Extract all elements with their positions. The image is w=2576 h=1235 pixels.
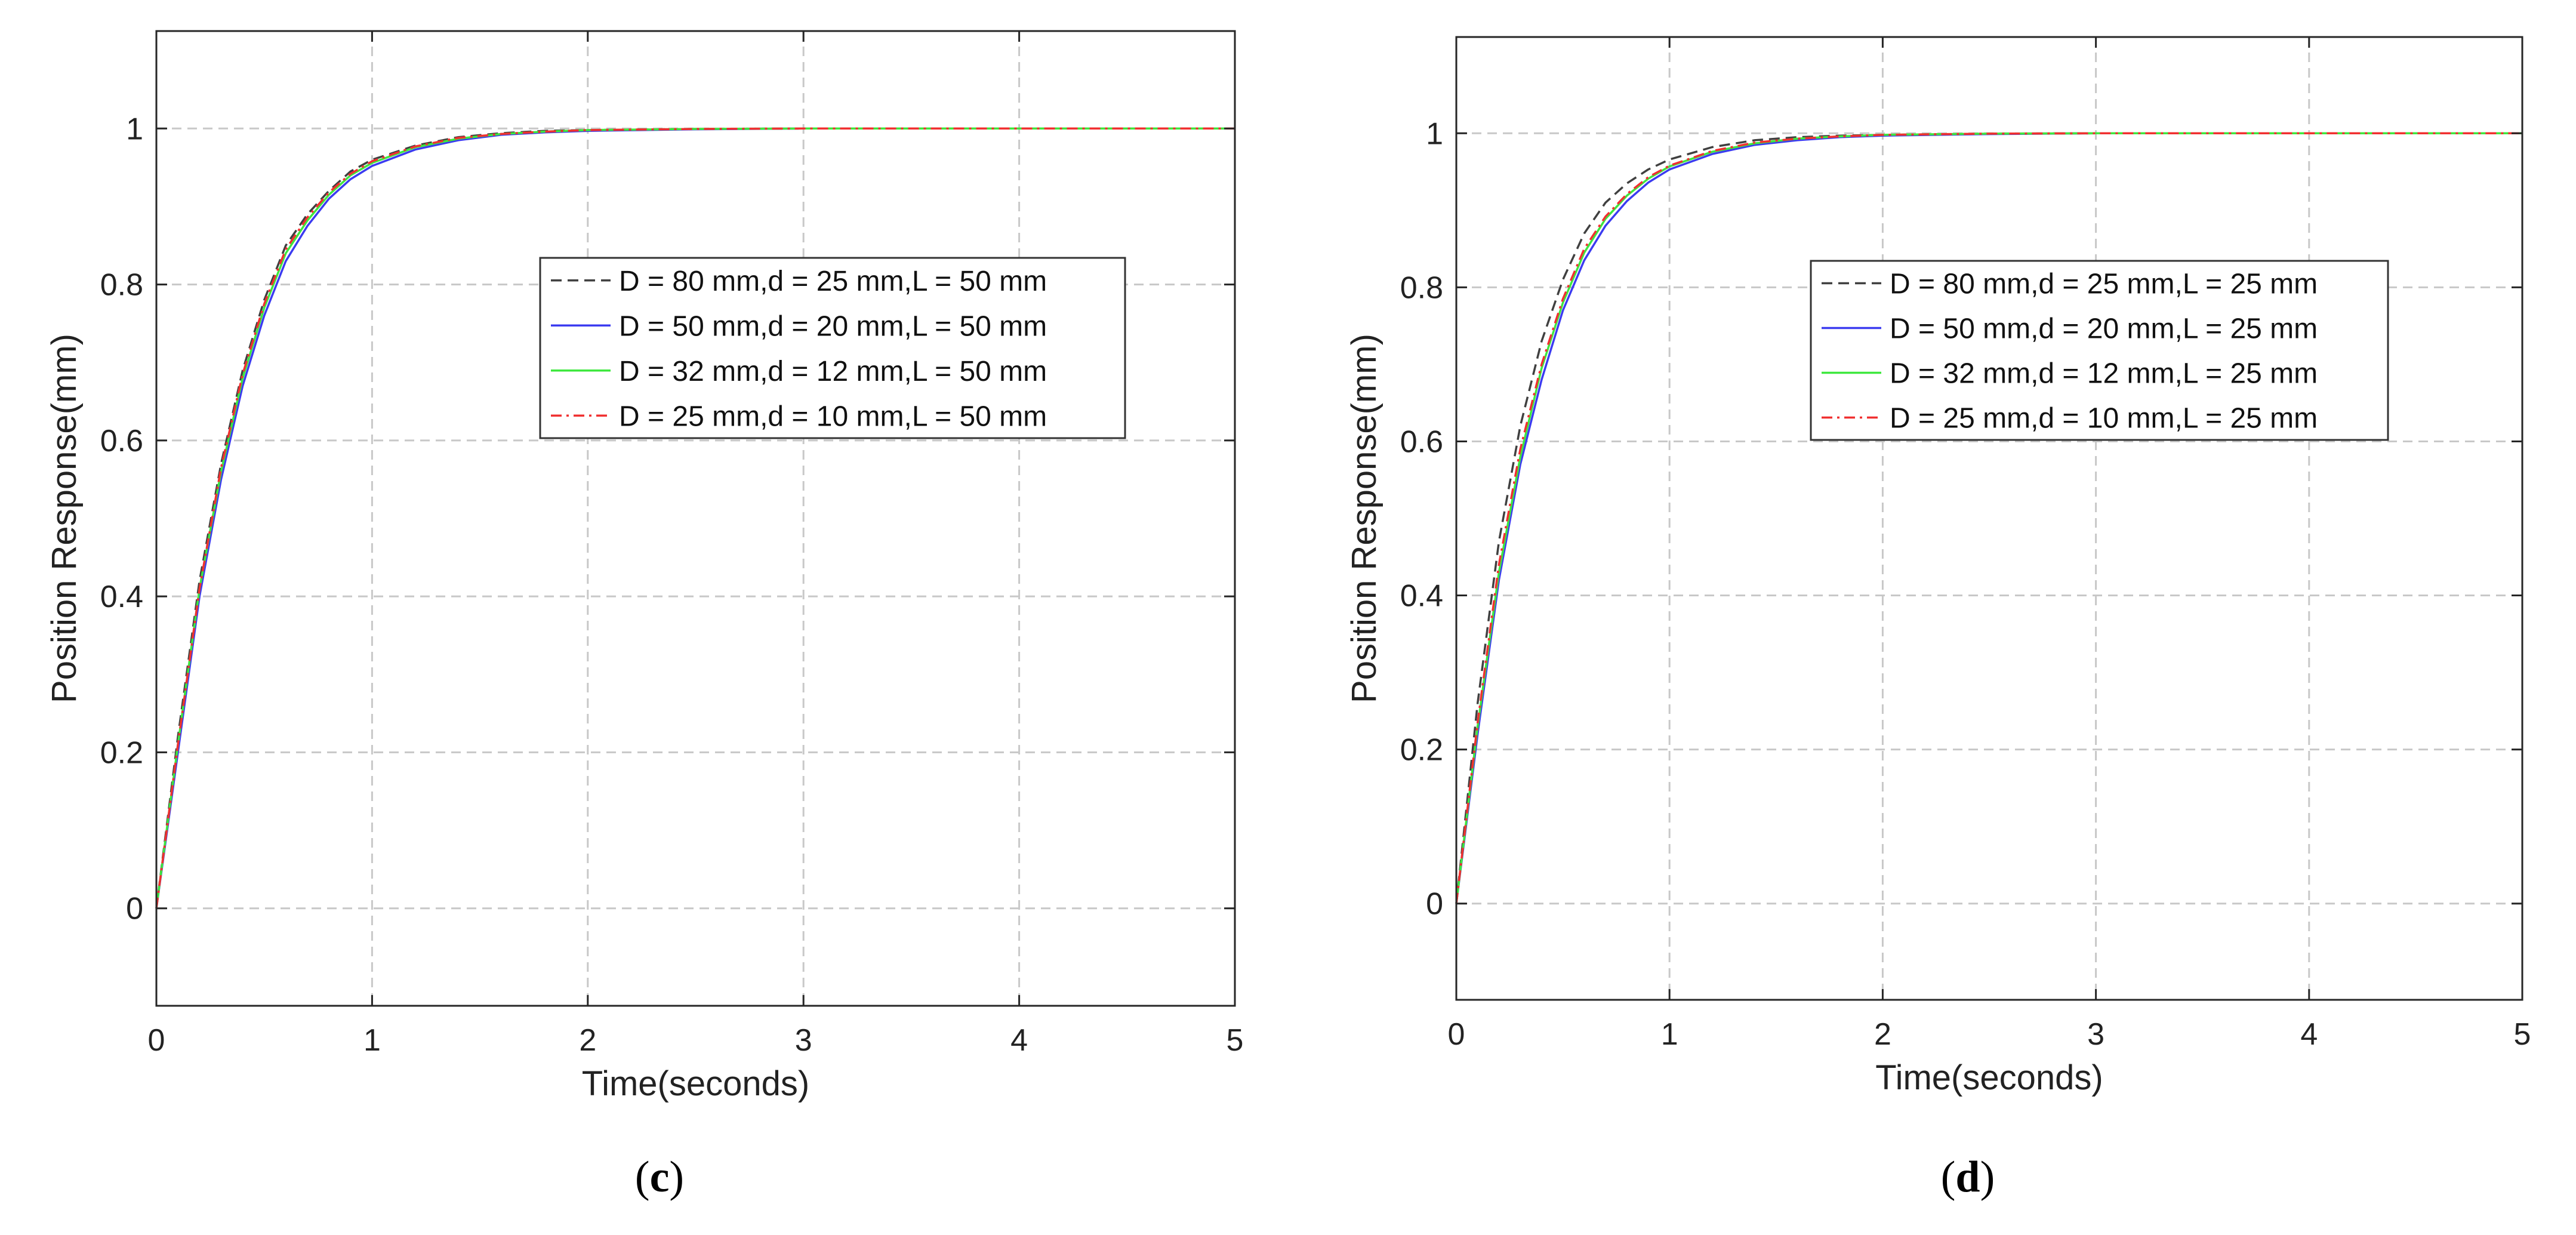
x-tick-label: 1 (1661, 1017, 1678, 1052)
x-tick-label: 3 (2087, 1017, 2104, 1052)
chart-panel-d: 0 1 2 3 4 5 0 0.2 0.4 0.6 0.8 1 Time(seconds) Positio… (1345, 36, 2531, 1097)
x-tick-label: 2 (579, 1023, 596, 1058)
panel-caption-d: (d) (1908, 1152, 2027, 1203)
axes-frame (1455, 36, 2523, 1001)
x-tick-label: 3 (795, 1023, 812, 1058)
x-tick-label: 4 (1010, 1023, 1028, 1058)
x-tick-label: 5 (1227, 1023, 1244, 1058)
panel-caption-c: (c) (600, 1152, 719, 1203)
legend-label-2: D = 50 mm,d = 20 mm,L = 25 mm (1890, 313, 2318, 345)
x-tick-label: 4 (2300, 1017, 2318, 1052)
y-tick-label: 0.2 (100, 735, 143, 770)
legend-label-2: D = 50 mm,d = 20 mm,L = 50 mm (619, 310, 1047, 342)
plot-area (156, 31, 1235, 1006)
x-tick-label: 0 (1448, 1017, 1465, 1052)
y-tick-label: 0.8 (100, 268, 143, 303)
x-tick-label: 2 (1874, 1017, 1891, 1052)
legend: D = 80 mm,d = 25 mm,L = 25 mm D = 50 mm,d… (1810, 260, 2389, 441)
y-tick-label: 0 (1426, 887, 1443, 922)
y-tick-label: 0.6 (100, 424, 143, 458)
legend-label-3: D = 32 mm,d = 12 mm,L = 50 mm (619, 356, 1047, 387)
y-tick-label: 0.4 (100, 580, 143, 614)
y-tick-label: 0.6 (1400, 424, 1443, 459)
legend: D = 80 mm,d = 25 mm,L = 50 mm D = 50 mm,d… (539, 257, 1126, 439)
caption-letter: c (649, 1153, 670, 1202)
series-line-4 (1455, 132, 2522, 904)
legend-box (1810, 260, 2389, 441)
caption-close: ) (1980, 1153, 1995, 1202)
caption-close: ) (669, 1153, 685, 1202)
x-tick-label: 0 (148, 1023, 165, 1058)
series-line-1 (1455, 132, 2522, 904)
y-tick-label: 1 (126, 112, 143, 146)
caption-letter: d (1955, 1153, 1980, 1202)
y-tick-label: 0.2 (1400, 733, 1443, 768)
legend-label-1: D = 80 mm,d = 25 mm,L = 25 mm (1890, 269, 2318, 300)
legend-label-1: D = 80 mm,d = 25 mm,L = 50 mm (619, 266, 1047, 297)
legend-label-3: D = 32 mm,d = 12 mm,L = 25 mm (1890, 358, 2318, 390)
legend-box (539, 257, 1126, 439)
plot-area (1456, 37, 2522, 1000)
y-axis-label: Position Response(mm) (45, 334, 84, 703)
y-tick-label: 0.8 (1400, 270, 1443, 305)
x-tick-label: 5 (2514, 1017, 2531, 1052)
caption-open: ( (1940, 1153, 1956, 1202)
y-axis-label: Position Response(mm) (1345, 334, 1383, 703)
y-tick-label: 0.4 (1400, 579, 1443, 614)
y-tick-label: 0 (126, 892, 143, 926)
legend-label-4: D = 25 mm,d = 10 mm,L = 25 mm (1890, 403, 2318, 435)
axes-frame (155, 30, 1236, 1007)
chart-panel-c: 0 1 2 3 4 5 0 0.2 0.4 0.6 0.8 1 Time(seconds) Positio… (45, 30, 1244, 1103)
legend-label-4: D = 25 mm,d = 10 mm,L = 50 mm (619, 401, 1047, 432)
caption-open: ( (634, 1153, 650, 1202)
x-axis-label: Time(seconds) (1875, 1058, 2103, 1097)
series-line-4 (155, 127, 1235, 908)
x-tick-label: 1 (363, 1023, 381, 1058)
y-tick-label: 1 (1426, 116, 1443, 151)
x-axis-label: Time(seconds) (582, 1064, 809, 1103)
